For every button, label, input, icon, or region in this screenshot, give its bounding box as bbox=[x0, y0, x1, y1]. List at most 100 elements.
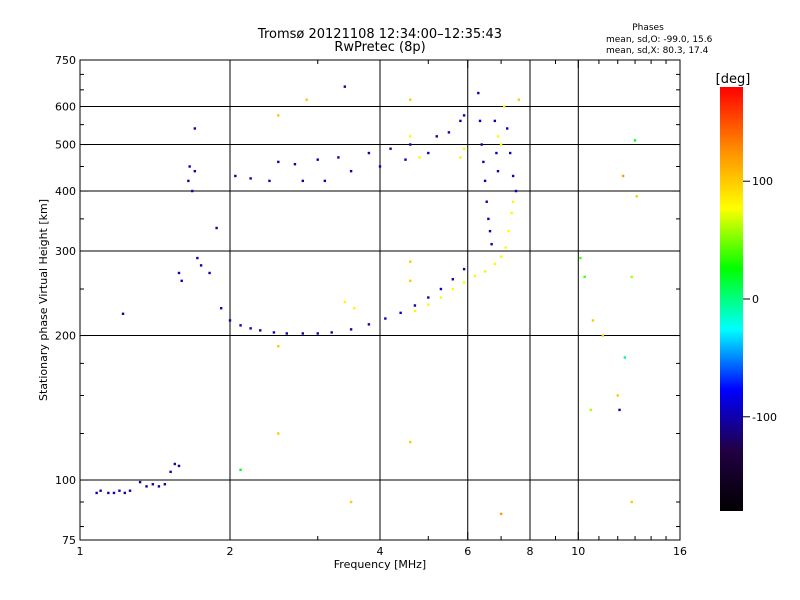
data-point bbox=[616, 394, 619, 397]
data-point bbox=[493, 119, 497, 123]
x-tick-label: 2 bbox=[227, 545, 234, 558]
data-point bbox=[323, 179, 327, 183]
data-point bbox=[121, 312, 125, 315]
x-tick-label: 16 bbox=[673, 545, 687, 558]
data-point bbox=[459, 119, 462, 123]
x-tick-label: 1 bbox=[77, 545, 84, 558]
data-point bbox=[451, 287, 455, 291]
data-point bbox=[621, 174, 625, 178]
data-point bbox=[487, 217, 490, 221]
data-point bbox=[480, 143, 483, 146]
plot-axes: 1 2 4 6 8 10 16 75 100 200 300 400 500 600 750 bbox=[55, 54, 687, 558]
data-point bbox=[495, 151, 498, 155]
data-point bbox=[151, 483, 155, 486]
data-point bbox=[123, 491, 126, 495]
data-point bbox=[630, 500, 633, 504]
data-point bbox=[219, 307, 223, 310]
data-point bbox=[439, 296, 443, 299]
x-tick-label: 6 bbox=[464, 545, 471, 558]
data-point bbox=[239, 324, 242, 327]
data-point bbox=[514, 189, 518, 193]
data-point bbox=[228, 319, 232, 322]
data-point bbox=[180, 279, 183, 283]
data-point bbox=[427, 296, 430, 299]
data-point bbox=[447, 131, 451, 134]
data-point bbox=[316, 332, 319, 335]
y-tick-label: 300 bbox=[55, 245, 76, 258]
data-point bbox=[409, 260, 412, 263]
data-point bbox=[517, 98, 521, 101]
colorbar-tick-label: -100 bbox=[752, 411, 777, 424]
data-point bbox=[591, 319, 595, 322]
data-point bbox=[502, 105, 506, 108]
data-point bbox=[305, 98, 308, 101]
data-point bbox=[259, 329, 262, 332]
y-tick-label: 400 bbox=[55, 185, 76, 198]
data-point bbox=[404, 158, 407, 161]
data-point bbox=[511, 174, 515, 178]
data-point bbox=[239, 468, 242, 472]
data-point bbox=[301, 332, 305, 335]
data-point bbox=[635, 195, 638, 198]
x-axis-label: Frequency [MHz] bbox=[334, 558, 426, 571]
data-point bbox=[330, 331, 333, 334]
data-point bbox=[285, 332, 288, 335]
stats-line-o: mean, sd,O: -99.0, 15.6 bbox=[606, 35, 713, 45]
data-point bbox=[208, 271, 211, 275]
data-point bbox=[496, 135, 500, 138]
x-tick-label: 4 bbox=[377, 545, 384, 558]
x-tick-label: 8 bbox=[527, 545, 534, 558]
colorbar bbox=[720, 87, 743, 511]
data-point bbox=[118, 489, 121, 492]
data-point bbox=[193, 169, 197, 173]
data-point bbox=[107, 491, 110, 495]
y-tick-label: 500 bbox=[55, 139, 76, 152]
data-point bbox=[163, 483, 167, 486]
data-points bbox=[95, 85, 638, 516]
data-point bbox=[409, 279, 412, 283]
data-point bbox=[249, 177, 252, 180]
data-point bbox=[196, 256, 199, 260]
data-point bbox=[427, 151, 430, 155]
data-point bbox=[268, 179, 271, 183]
data-point bbox=[483, 270, 487, 273]
data-point bbox=[483, 179, 487, 183]
y-tick-label: 75 bbox=[62, 534, 76, 547]
data-point bbox=[343, 300, 347, 304]
data-point bbox=[138, 480, 142, 484]
data-point bbox=[128, 489, 132, 492]
chart-title: Tromsø 20121108 12:34:00–12:35:43 bbox=[257, 27, 502, 42]
data-point bbox=[316, 158, 319, 161]
data-point bbox=[343, 85, 347, 88]
data-point bbox=[145, 485, 148, 488]
colorbar-tick-label: 0 bbox=[752, 293, 759, 306]
data-point bbox=[499, 512, 503, 516]
data-point bbox=[409, 143, 412, 146]
data-point bbox=[301, 179, 305, 183]
data-point bbox=[191, 189, 194, 193]
data-point bbox=[439, 287, 443, 291]
data-point bbox=[462, 114, 466, 117]
data-point bbox=[485, 200, 488, 203]
colorbar-tick-label: 100 bbox=[752, 175, 773, 188]
data-point bbox=[418, 156, 421, 159]
data-point bbox=[378, 165, 382, 168]
data-point bbox=[510, 211, 513, 215]
data-point bbox=[482, 160, 485, 164]
y-tick-label: 100 bbox=[55, 474, 76, 487]
data-point bbox=[504, 246, 507, 249]
data-point bbox=[199, 264, 203, 267]
data-point bbox=[173, 462, 177, 466]
data-point bbox=[157, 485, 161, 488]
y-tick-label: 600 bbox=[55, 101, 76, 114]
data-point bbox=[630, 275, 633, 279]
data-point bbox=[293, 162, 297, 166]
data-point bbox=[272, 331, 276, 334]
data-point bbox=[399, 311, 402, 315]
data-point bbox=[589, 408, 593, 412]
data-point bbox=[618, 408, 621, 412]
colorbar-ticks: 100 0 -100 bbox=[743, 175, 777, 424]
data-point bbox=[349, 328, 353, 331]
data-point bbox=[459, 156, 462, 159]
